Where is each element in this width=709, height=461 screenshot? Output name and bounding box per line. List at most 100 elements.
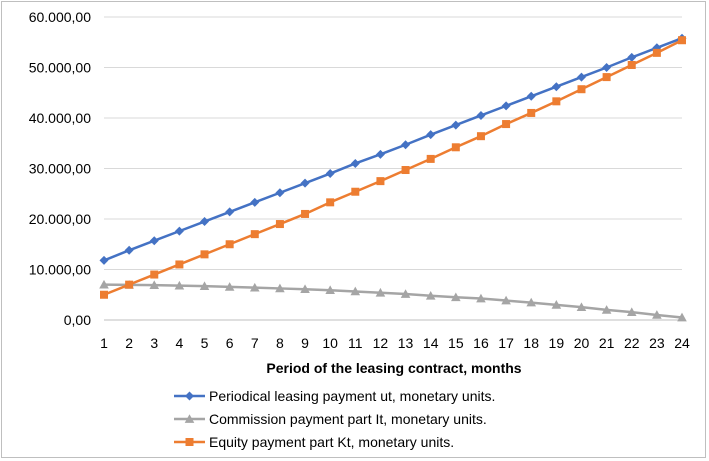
data-point [451,120,461,130]
data-point [401,140,411,150]
legend-label: Equity payment part Kt, monetary units. [209,434,454,450]
data-point [351,187,360,196]
data-point [99,279,109,289]
legend-item: Periodical leasing payment ut, monetary … [174,388,495,404]
series [99,33,687,322]
legend: Periodical leasing payment ut, monetary … [174,388,495,450]
data-point [401,166,410,175]
x-tick-label: 17 [498,335,514,351]
data-point [652,48,661,57]
data-point [627,60,636,69]
data-point [527,108,536,117]
data-point [326,198,335,207]
x-tick-label: 2 [125,335,133,351]
series-2 [99,279,687,322]
legend-marker [185,391,194,401]
y-tick-label: 30.000,00 [29,161,91,177]
data-point [627,52,637,62]
x-tick-label: 9 [301,335,309,351]
data-point [99,255,109,265]
x-tick-label: 6 [226,335,234,351]
x-tick-label: 16 [473,335,489,351]
x-tick-label: 23 [649,335,665,351]
data-point [552,97,561,106]
x-tick-label: 13 [398,335,414,351]
x-tick-label: 12 [373,335,389,351]
x-tick-label: 20 [574,335,590,351]
y-axis-tick-labels: 0,00 10.000,00 20.000,00 30.000,00 40.000,00… [29,9,92,328]
data-point [275,220,284,229]
x-tick-label: 7 [251,335,259,351]
data-point [502,120,511,129]
data-point [426,130,436,140]
x-axis-tick-labels: 1 2 3 4 5 6 7 8 9 10 11 12 13 14 15 16 17 18 19 20 21 22 23 24 [100,335,690,351]
data-point [451,292,461,302]
data-point [376,177,385,186]
data-point [250,230,259,239]
x-tick-label: 18 [523,335,539,351]
data-point [602,73,611,82]
series-3 [100,36,686,299]
data-point [501,295,511,305]
x-tick-label: 14 [423,335,439,351]
x-tick-label: 21 [599,335,615,351]
x-axis-title: Period of the leasing contract, months [266,360,521,376]
data-point [551,82,561,92]
data-point [576,72,586,82]
data-point [678,36,686,45]
x-tick-label: 5 [201,335,209,351]
series-line [103,283,683,319]
y-tick-label: 60.000,00 [29,9,91,25]
data-point [175,260,184,269]
data-point [301,209,310,218]
data-point [124,245,134,255]
data-point [249,282,260,292]
y-tick-label: 10.000,00 [29,262,91,278]
data-point [174,226,184,236]
data-point [577,85,586,94]
data-point [225,207,235,217]
data-point [576,302,587,311]
data-point [652,310,662,319]
y-tick-label: 0,00 [64,312,91,328]
data-point [125,280,134,289]
legend-label: Commission payment part It, monetary uni… [209,411,487,427]
gridlines [104,16,682,321]
data-point [250,197,260,207]
x-tick-label: 24 [674,335,690,351]
series-line [103,39,683,296]
data-point [275,188,285,198]
x-tick-label: 19 [549,335,565,351]
data-point [602,63,612,72]
legend-item: Equity payment part Kt, monetary units. [174,434,454,450]
data-point [400,289,411,298]
data-point [200,250,209,259]
data-point [476,132,485,141]
data-point [350,158,360,168]
data-point [199,281,210,291]
data-point [426,154,435,163]
data-point [100,290,108,299]
x-tick-label: 22 [624,335,640,351]
series-line [103,37,683,262]
data-point [476,110,486,120]
x-tick-label: 3 [150,335,158,351]
data-point [501,101,511,111]
data-point [425,290,436,300]
data-point [150,270,159,279]
data-point [375,149,385,159]
x-tick-label: 4 [175,335,183,351]
legend-marker [184,414,195,423]
data-point [225,240,234,249]
data-point [149,280,160,289]
data-point [325,285,335,295]
x-tick-label: 1 [100,335,108,351]
x-tick-label: 8 [276,335,284,351]
data-point [677,312,687,322]
data-point [149,236,159,246]
data-point [200,217,210,227]
x-tick-label: 15 [448,335,464,351]
data-point [224,282,235,291]
